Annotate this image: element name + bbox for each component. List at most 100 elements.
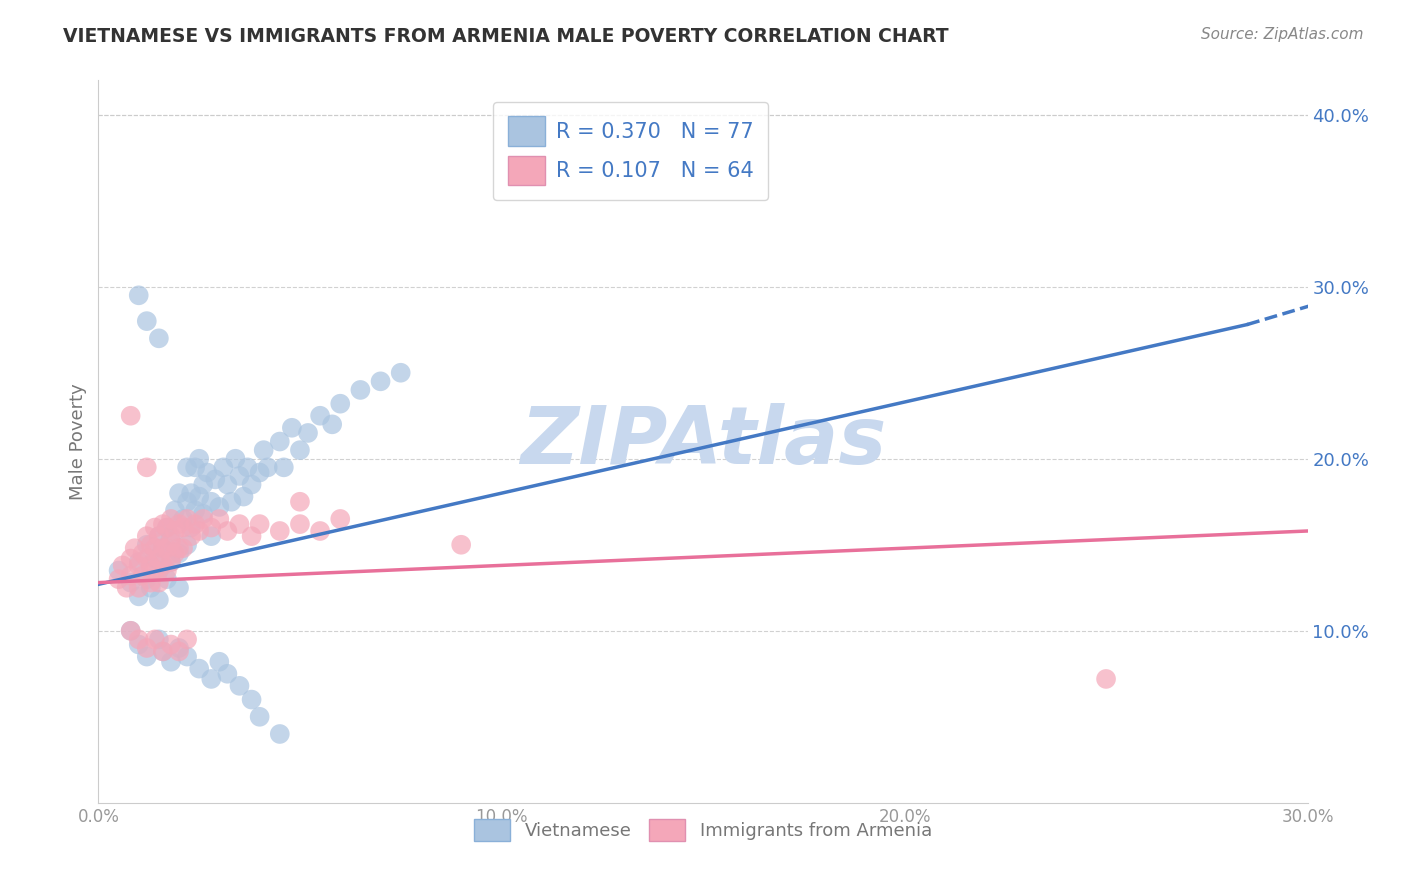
Point xyxy=(115,581,138,595)
Point xyxy=(176,632,198,647)
Point xyxy=(200,529,222,543)
Point xyxy=(160,529,183,543)
Point xyxy=(167,486,190,500)
Point xyxy=(184,460,207,475)
Point xyxy=(152,541,174,556)
Point xyxy=(128,632,150,647)
Point xyxy=(188,524,211,538)
Point xyxy=(176,649,198,664)
Point xyxy=(321,417,343,432)
Point xyxy=(184,503,207,517)
Point xyxy=(160,555,183,569)
Y-axis label: Male Poverty: Male Poverty xyxy=(69,384,87,500)
Point xyxy=(172,512,194,526)
Point xyxy=(128,558,150,573)
Point xyxy=(160,655,183,669)
Point xyxy=(329,512,352,526)
Point xyxy=(309,409,332,423)
Point xyxy=(160,555,183,569)
Point xyxy=(329,397,352,411)
Point xyxy=(128,555,150,569)
Point xyxy=(128,638,150,652)
Point xyxy=(132,568,155,582)
Point xyxy=(156,572,179,586)
Point xyxy=(163,546,186,560)
Point xyxy=(180,520,202,534)
Point xyxy=(184,517,207,532)
Point xyxy=(167,644,190,658)
Point xyxy=(139,581,162,595)
Point xyxy=(148,529,170,543)
Point xyxy=(288,443,311,458)
Point xyxy=(217,477,239,491)
Point xyxy=(163,524,186,538)
Point xyxy=(180,486,202,500)
Point xyxy=(256,460,278,475)
Legend: Vietnamese, Immigrants from Armenia: Vietnamese, Immigrants from Armenia xyxy=(467,812,939,848)
Point xyxy=(176,460,198,475)
Point xyxy=(139,558,162,573)
Point xyxy=(288,517,311,532)
Point xyxy=(349,383,371,397)
Point xyxy=(1095,672,1118,686)
Point xyxy=(152,644,174,658)
Text: Source: ZipAtlas.com: Source: ZipAtlas.com xyxy=(1201,27,1364,42)
Point xyxy=(180,529,202,543)
Point xyxy=(309,524,332,538)
Point xyxy=(156,520,179,534)
Point xyxy=(148,575,170,590)
Point xyxy=(172,541,194,556)
Point xyxy=(221,494,243,508)
Point xyxy=(273,460,295,475)
Point xyxy=(152,558,174,573)
Point xyxy=(450,538,472,552)
Point xyxy=(370,375,392,389)
Point xyxy=(228,469,250,483)
Text: ZIPAtlas: ZIPAtlas xyxy=(520,402,886,481)
Point xyxy=(228,679,250,693)
Point xyxy=(167,541,190,556)
Point xyxy=(240,477,263,491)
Point xyxy=(167,640,190,655)
Point xyxy=(193,512,215,526)
Point xyxy=(148,632,170,647)
Point xyxy=(160,512,183,526)
Point xyxy=(124,541,146,556)
Point xyxy=(139,538,162,552)
Point xyxy=(269,434,291,449)
Point xyxy=(135,538,157,552)
Point xyxy=(228,517,250,532)
Point xyxy=(148,564,170,578)
Point xyxy=(135,640,157,655)
Point xyxy=(249,466,271,480)
Point xyxy=(128,590,150,604)
Point xyxy=(135,649,157,664)
Point xyxy=(156,541,179,556)
Point xyxy=(195,466,218,480)
Point xyxy=(193,507,215,521)
Point xyxy=(389,366,412,380)
Point xyxy=(143,541,166,556)
Point xyxy=(236,460,259,475)
Point xyxy=(135,314,157,328)
Point xyxy=(156,520,179,534)
Point xyxy=(288,494,311,508)
Point xyxy=(139,575,162,590)
Point xyxy=(208,512,231,526)
Point xyxy=(176,512,198,526)
Point xyxy=(120,624,142,638)
Point xyxy=(240,529,263,543)
Point xyxy=(204,472,226,486)
Point xyxy=(208,655,231,669)
Point xyxy=(269,524,291,538)
Point xyxy=(120,551,142,566)
Point xyxy=(193,477,215,491)
Point xyxy=(107,572,129,586)
Point xyxy=(281,421,304,435)
Point xyxy=(120,568,142,582)
Point xyxy=(128,288,150,302)
Point xyxy=(163,503,186,517)
Point xyxy=(148,551,170,566)
Point xyxy=(200,672,222,686)
Point xyxy=(232,490,254,504)
